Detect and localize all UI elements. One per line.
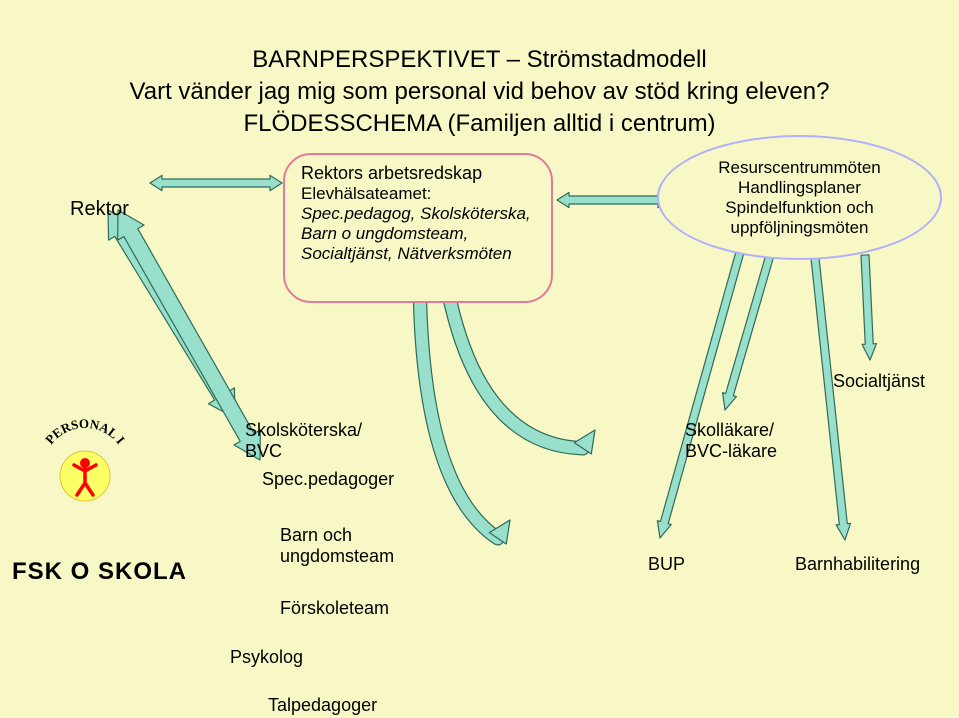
label-socialtjanst: Socialtjänst xyxy=(833,371,925,392)
rektors-arbetsredskap-box: Rektors arbetsredskap Elevhälsateamet:Sp… xyxy=(283,153,553,303)
fsk-o-skola-label: FSK O SKOLA xyxy=(12,530,187,586)
personal-icon xyxy=(50,441,120,511)
label-barn_och_ungdomsteam: Barn och ungdomsteam xyxy=(280,525,394,567)
label-talpedagoger: Talpedagoger xyxy=(268,695,377,716)
resurs-line: uppföljningsmöten xyxy=(718,218,881,238)
resurs-line: Spindelfunktion och xyxy=(718,198,881,218)
label-bup: BUP xyxy=(648,554,685,575)
label-barnhabilitering: Barnhabilitering xyxy=(795,554,920,575)
label-skolskoterska_bvc: Skolsköterska/ BVC xyxy=(245,420,362,462)
rektors-box-title: Rektors arbetsredskap xyxy=(301,163,535,184)
arrows-layer xyxy=(0,0,959,718)
rektor-label: Rektor xyxy=(70,175,129,221)
label-skollakare: Skolläkare/ BVC-läkare xyxy=(685,420,777,462)
resurs-ellipse-body: ResurscentrummötenHandlingsplanerSpindel… xyxy=(718,158,881,238)
label-spec_pedagoger: Spec.pedagoger xyxy=(262,469,394,490)
diagram-canvas: BARNPERSPEKTIVET – Strömstadmodell Vart … xyxy=(0,0,959,718)
label-psykolog: Psykolog xyxy=(230,647,303,668)
label-forskoleteam: Förskoleteam xyxy=(280,598,389,619)
rektors-box-line: Spec.pedagog, Skolsköterska, xyxy=(301,204,535,224)
rektors-box-body: Elevhälsateamet:Spec.pedagog, Skolsköter… xyxy=(301,184,535,264)
rektors-box-line: Elevhälsateamet: xyxy=(301,184,535,204)
rektors-box-line: Socialtjänst, Nätverksmöten xyxy=(301,244,535,264)
resurs-line: Resurscentrummöten xyxy=(718,158,881,178)
rektors-box-line: Barn o ungdomsteam, xyxy=(301,224,535,244)
resurscentrum-ellipse: ResurscentrummötenHandlingsplanerSpindel… xyxy=(657,135,942,260)
resurs-line: Handlingsplaner xyxy=(718,178,881,198)
